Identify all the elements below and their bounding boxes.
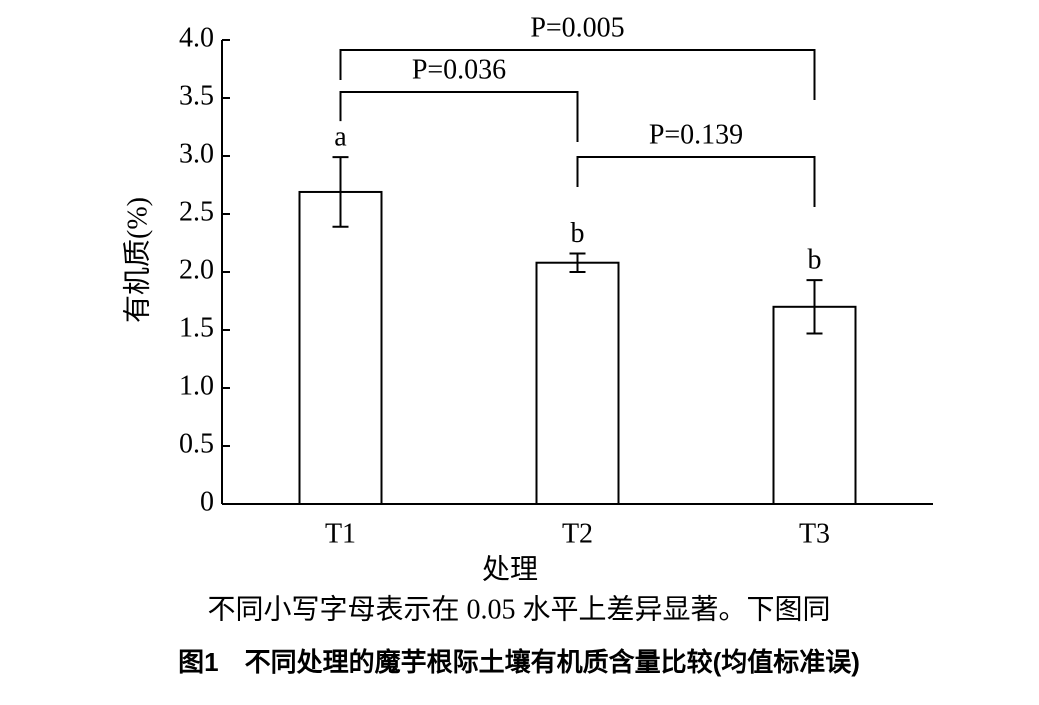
p-value-label: P=0.036 (412, 54, 506, 85)
bar (298, 190, 383, 506)
significance-bracket (339, 91, 579, 142)
significance-bracket (576, 156, 816, 207)
x-tick-label: T3 (799, 518, 830, 549)
significance-letter: a (334, 122, 347, 153)
y-tick-label: 3.5 (179, 80, 214, 111)
y-tick-label: 2.5 (179, 196, 214, 227)
y-tick-label: 4.0 (179, 22, 214, 53)
error-bar (332, 156, 349, 228)
figure-caption: 图1 不同处理的魔芋根际土壤有机质含量比较(均值标准误) (178, 647, 860, 677)
y-axis-label: 有机质(%) (121, 197, 153, 323)
error-bar (569, 252, 586, 273)
y-tick-label: 3.0 (179, 138, 214, 169)
significance-letter: b (571, 218, 585, 249)
bar (772, 305, 857, 505)
error-bar (806, 279, 823, 335)
bar (535, 261, 620, 505)
x-tick-label: T1 (325, 518, 356, 549)
x-axis-label: 处理 (482, 553, 538, 585)
p-value-label: P=0.139 (649, 119, 743, 150)
y-tick-label: 1.0 (179, 370, 214, 401)
y-tick-label: 0.5 (179, 428, 214, 459)
y-tick-label: 2.0 (179, 254, 214, 285)
p-value-label: P=0.005 (530, 12, 624, 43)
significance-letter: b (808, 245, 822, 276)
y-tick-label: 1.5 (179, 312, 214, 343)
note: 不同小写字母表示在 0.05 水平上差异显著。下图同 (207, 593, 830, 625)
x-tick-label: T2 (562, 518, 593, 549)
y-tick-label: 0 (200, 486, 214, 517)
significance-bracket (339, 49, 816, 100)
